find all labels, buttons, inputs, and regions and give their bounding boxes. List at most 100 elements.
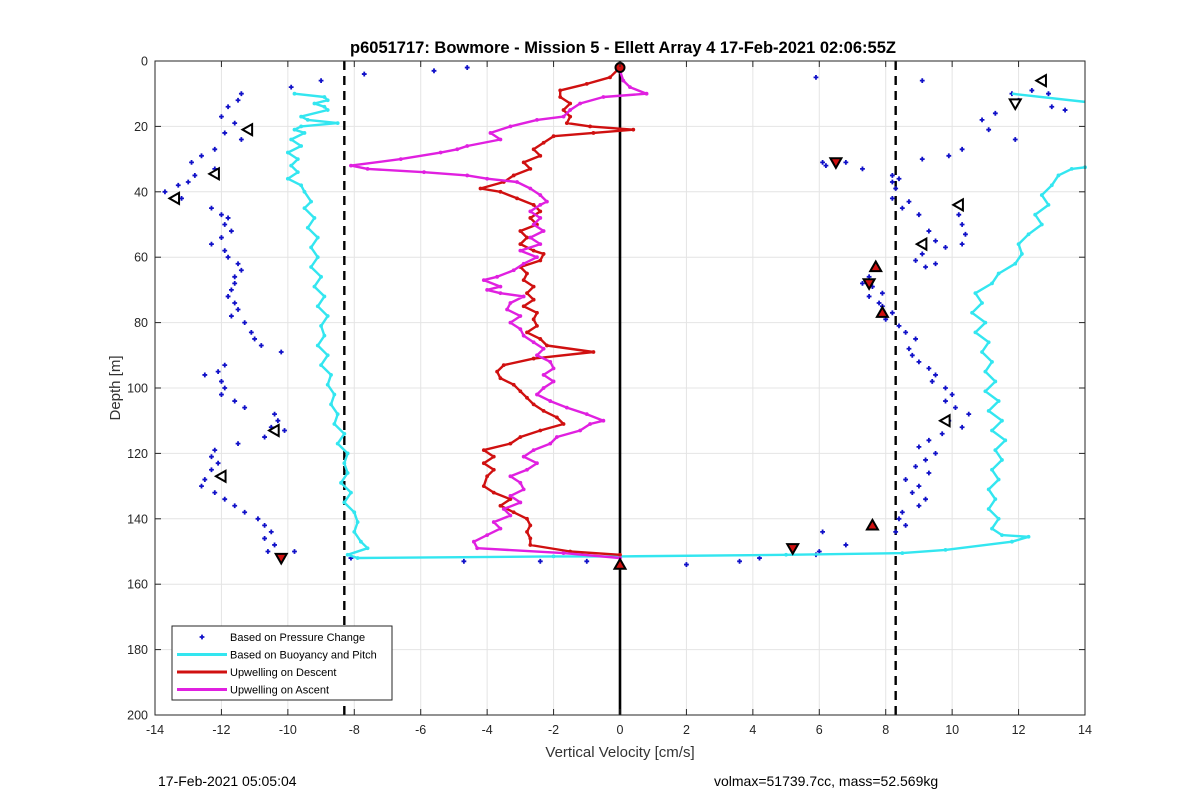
data-point xyxy=(222,248,228,254)
line-vertex xyxy=(996,477,1001,482)
marker-triangle-down xyxy=(1008,98,1023,112)
line-vertex xyxy=(993,379,998,384)
line-vertex xyxy=(535,353,539,358)
line-vertex xyxy=(511,173,516,178)
line-vertex xyxy=(498,137,503,142)
line-vertex xyxy=(990,359,994,364)
line-vertex xyxy=(1003,438,1008,443)
line-vertex xyxy=(541,386,546,390)
line-vertex xyxy=(1049,183,1054,188)
line-vertex xyxy=(525,291,529,296)
line-vertex xyxy=(973,291,978,296)
line-vertex xyxy=(319,274,323,279)
y-tick-label: 80 xyxy=(134,316,148,330)
data-point xyxy=(906,346,912,352)
data-point xyxy=(963,231,968,237)
marker-layer xyxy=(167,62,1047,570)
line-vertex xyxy=(996,516,1001,521)
line-vertex xyxy=(342,431,347,436)
line-vertex xyxy=(315,304,320,309)
line-vertex xyxy=(515,180,519,184)
line-vertex xyxy=(352,510,357,515)
line-vertex xyxy=(551,554,556,559)
line-vertex xyxy=(784,552,788,557)
line-vertex xyxy=(501,507,506,511)
data-point xyxy=(235,307,241,312)
line-vertex xyxy=(531,317,536,322)
data-point xyxy=(860,166,865,172)
data-point xyxy=(262,522,268,528)
series-line-2-segment xyxy=(1011,92,1086,104)
data-point xyxy=(860,280,865,286)
line-vertex xyxy=(996,399,1001,403)
line-vertex xyxy=(299,124,304,129)
x-tick-label: 6 xyxy=(816,723,823,737)
y-axis-label: Depth [m] xyxy=(107,355,124,420)
line-vertex xyxy=(561,114,566,119)
data-point xyxy=(265,549,271,554)
line-vertex xyxy=(325,98,330,103)
line-vertex xyxy=(528,536,533,541)
data-point xyxy=(992,110,998,116)
line-vertex xyxy=(339,480,343,485)
line-vertex xyxy=(644,91,649,96)
line-vertex xyxy=(511,382,516,387)
data-point xyxy=(192,173,198,178)
data-point xyxy=(979,117,985,123)
data-point xyxy=(461,558,467,564)
data-point xyxy=(238,137,244,142)
data-point xyxy=(933,238,938,244)
data-point xyxy=(238,91,244,97)
data-point xyxy=(926,365,932,371)
data-point xyxy=(278,349,284,355)
data-point xyxy=(318,78,324,84)
line-vertex xyxy=(538,153,543,158)
line-vertex xyxy=(531,356,536,361)
line-vertex xyxy=(302,189,307,194)
line-vertex xyxy=(481,484,486,488)
line-vertex xyxy=(302,206,307,211)
line-vertex xyxy=(538,337,543,341)
data-point xyxy=(913,336,919,342)
data-point xyxy=(813,74,819,80)
data-point xyxy=(252,336,258,342)
line-vertex xyxy=(531,222,536,227)
data-point xyxy=(903,522,909,528)
data-point xyxy=(282,428,287,433)
line-vertex xyxy=(505,307,509,312)
line-vertex xyxy=(508,320,513,325)
line-vertex xyxy=(535,310,539,315)
line-vertex xyxy=(359,539,363,544)
marker-triangle-left xyxy=(937,413,951,428)
line-vertex xyxy=(342,500,347,505)
line-vertex xyxy=(508,301,513,305)
line-vertex xyxy=(521,160,526,165)
data-point xyxy=(916,359,922,365)
y-tick-label: 60 xyxy=(134,251,148,265)
marker-triangle-left xyxy=(267,423,280,438)
line-vertex xyxy=(608,75,612,80)
line-vertex xyxy=(621,78,626,83)
line-vertex xyxy=(531,340,536,345)
data-point xyxy=(222,222,228,227)
data-point xyxy=(272,411,277,417)
line-vertex xyxy=(521,278,526,282)
line-vertex xyxy=(554,415,559,420)
line-vertex xyxy=(993,497,998,502)
data-point xyxy=(1062,107,1068,113)
y-tick-label: 140 xyxy=(127,512,148,526)
line-vertex xyxy=(495,369,500,374)
line-vertex xyxy=(1010,539,1014,544)
marker-triangle-left xyxy=(207,166,220,182)
legend-entry: Based on Pressure Change xyxy=(199,632,365,644)
data-point xyxy=(896,323,902,329)
data-point xyxy=(913,258,919,263)
data-point xyxy=(943,244,948,250)
line-vertex xyxy=(591,131,596,135)
line-vertex xyxy=(943,547,948,552)
line-vertex xyxy=(558,88,563,93)
line-vertex xyxy=(342,461,347,466)
line-vertex xyxy=(508,497,513,502)
line-vertex xyxy=(309,265,314,269)
